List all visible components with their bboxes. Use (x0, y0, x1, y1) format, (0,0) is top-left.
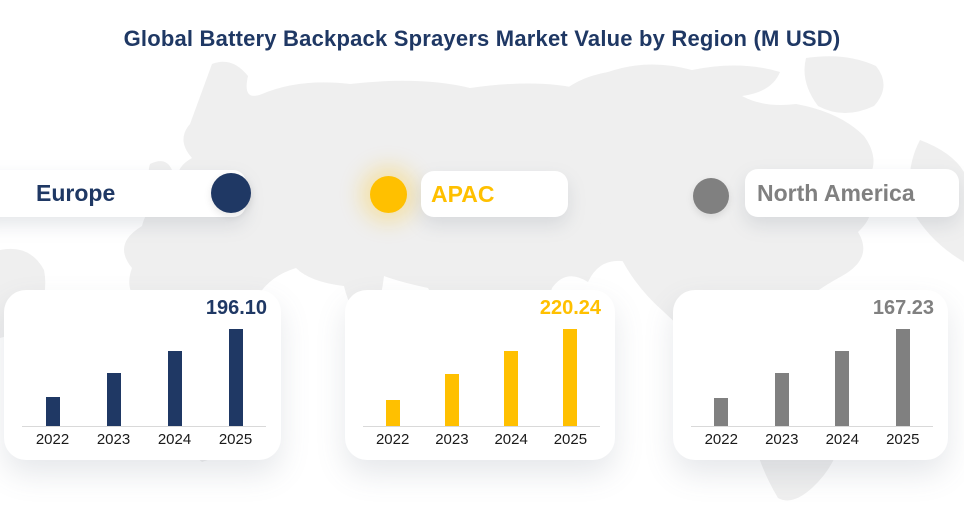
bar-north-america-2025 (895, 329, 910, 426)
x-tick-labels-apac: 2022 2023 2024 2025 (363, 431, 600, 448)
bars-row-europe (22, 290, 266, 426)
bar-north-america-2024 (835, 351, 850, 426)
x-tick-north-america-2024: 2024 (825, 431, 859, 448)
bars-row-apac (363, 290, 600, 426)
chart-card-north-america: 167.23 2022 2023 2024 2025 (673, 290, 948, 460)
data-label-apac-2025: 220.24 (539, 297, 601, 319)
bar-apac-2025 (563, 329, 578, 426)
bar-north-america-2023 (774, 373, 789, 426)
legend-pill-north-america: North America (745, 169, 959, 217)
x-tick-europe-2024: 2024 (157, 431, 192, 448)
bars-row-north-america (691, 290, 933, 426)
x-axis-line-north-america (691, 426, 933, 427)
x-tick-apac-2022: 2022 (375, 431, 410, 448)
x-axis-line-europe (22, 426, 266, 427)
bar-europe-2025 (228, 329, 243, 426)
bar-europe-2023 (106, 373, 121, 426)
bar-apac-2023 (444, 374, 459, 426)
legend-pill-europe: Europe (0, 170, 246, 217)
x-tick-europe-2022: 2022 (35, 431, 70, 448)
map-japan (648, 236, 672, 266)
bar-apac-2024 (504, 351, 519, 426)
x-tick-north-america-2022: 2022 (704, 431, 738, 448)
data-label-europe-2025: 196.10 (205, 297, 267, 319)
legend-pill-apac: APAC (421, 171, 568, 217)
x-tick-apac-2025: 2025 (553, 431, 588, 448)
legend-dot-apac (370, 176, 407, 213)
bar-north-america-2022 (714, 398, 729, 426)
map-greenland (804, 56, 884, 113)
legend-dot-north-america (693, 178, 729, 214)
chart-card-apac: 220.24 2022 2023 2024 2025 (345, 290, 615, 460)
x-tick-apac-2023: 2023 (435, 431, 469, 448)
legend-label-apac: APAC (431, 180, 495, 207)
bar-europe-2024 (167, 351, 182, 426)
x-tick-labels-north-america: 2022 2023 2024 2025 (691, 431, 933, 448)
data-label-north-america-2025: 167.23 (872, 297, 934, 319)
chart-title: Global Battery Backpack Sprayers Market … (123, 26, 841, 51)
chart-card-europe: 196.10 2022 2023 2024 2025 (4, 290, 281, 460)
x-tick-north-america-2025: 2025 (886, 431, 920, 448)
x-tick-europe-2023: 2023 (96, 431, 131, 448)
bar-europe-2022 (45, 397, 60, 426)
x-tick-labels-europe: 2022 2023 2024 2025 (22, 431, 266, 448)
x-tick-europe-2025: 2025 (218, 431, 253, 448)
legend-label-europe: Europe (36, 180, 116, 206)
map-north-america (555, 64, 874, 422)
x-tick-apac-2024: 2024 (494, 431, 528, 448)
legend-dot-europe (211, 173, 251, 213)
bar-apac-2022 (385, 400, 400, 426)
x-axis-line-apac (363, 426, 600, 427)
legend-label-north-america: North America (757, 179, 915, 206)
x-tick-north-america-2023: 2023 (765, 431, 799, 448)
